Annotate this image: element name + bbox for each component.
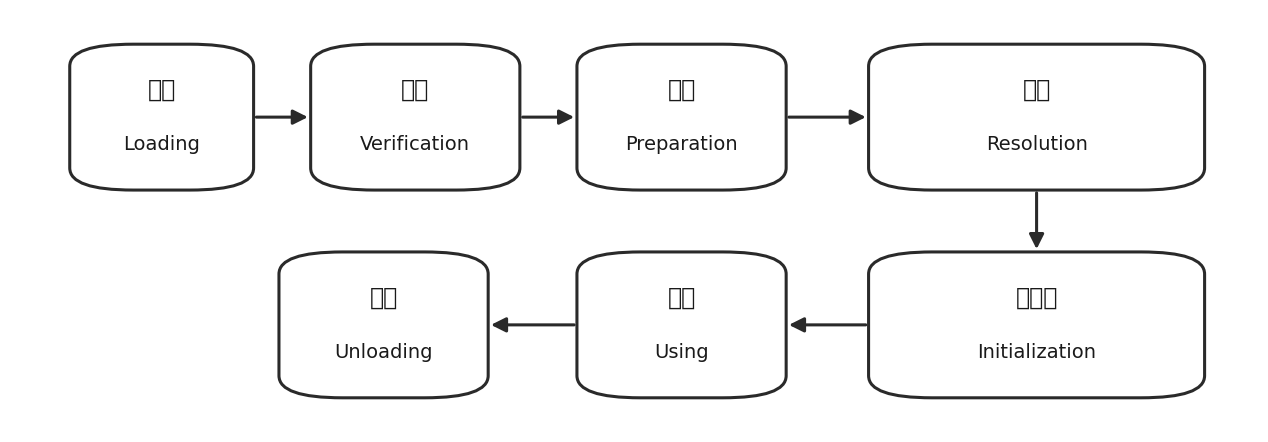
Text: 加载: 加载 bbox=[147, 78, 176, 102]
Text: Loading: Loading bbox=[123, 135, 200, 154]
Text: Initialization: Initialization bbox=[978, 343, 1096, 362]
Text: 准备: 准备 bbox=[667, 78, 696, 102]
FancyBboxPatch shape bbox=[869, 252, 1205, 398]
FancyBboxPatch shape bbox=[577, 252, 786, 398]
FancyBboxPatch shape bbox=[869, 44, 1205, 190]
Text: Unloading: Unloading bbox=[335, 343, 432, 362]
Text: 使用: 使用 bbox=[667, 286, 696, 309]
Text: 卸载: 卸载 bbox=[369, 286, 398, 309]
Text: 验证: 验证 bbox=[401, 78, 430, 102]
Text: Using: Using bbox=[654, 343, 709, 362]
FancyBboxPatch shape bbox=[70, 44, 254, 190]
Text: Preparation: Preparation bbox=[625, 135, 738, 154]
Text: Verification: Verification bbox=[360, 135, 470, 154]
Text: 初始化: 初始化 bbox=[1016, 286, 1058, 309]
FancyBboxPatch shape bbox=[311, 44, 520, 190]
Text: Resolution: Resolution bbox=[985, 135, 1088, 154]
FancyBboxPatch shape bbox=[577, 44, 786, 190]
Text: 解析: 解析 bbox=[1022, 78, 1051, 102]
FancyBboxPatch shape bbox=[279, 252, 488, 398]
